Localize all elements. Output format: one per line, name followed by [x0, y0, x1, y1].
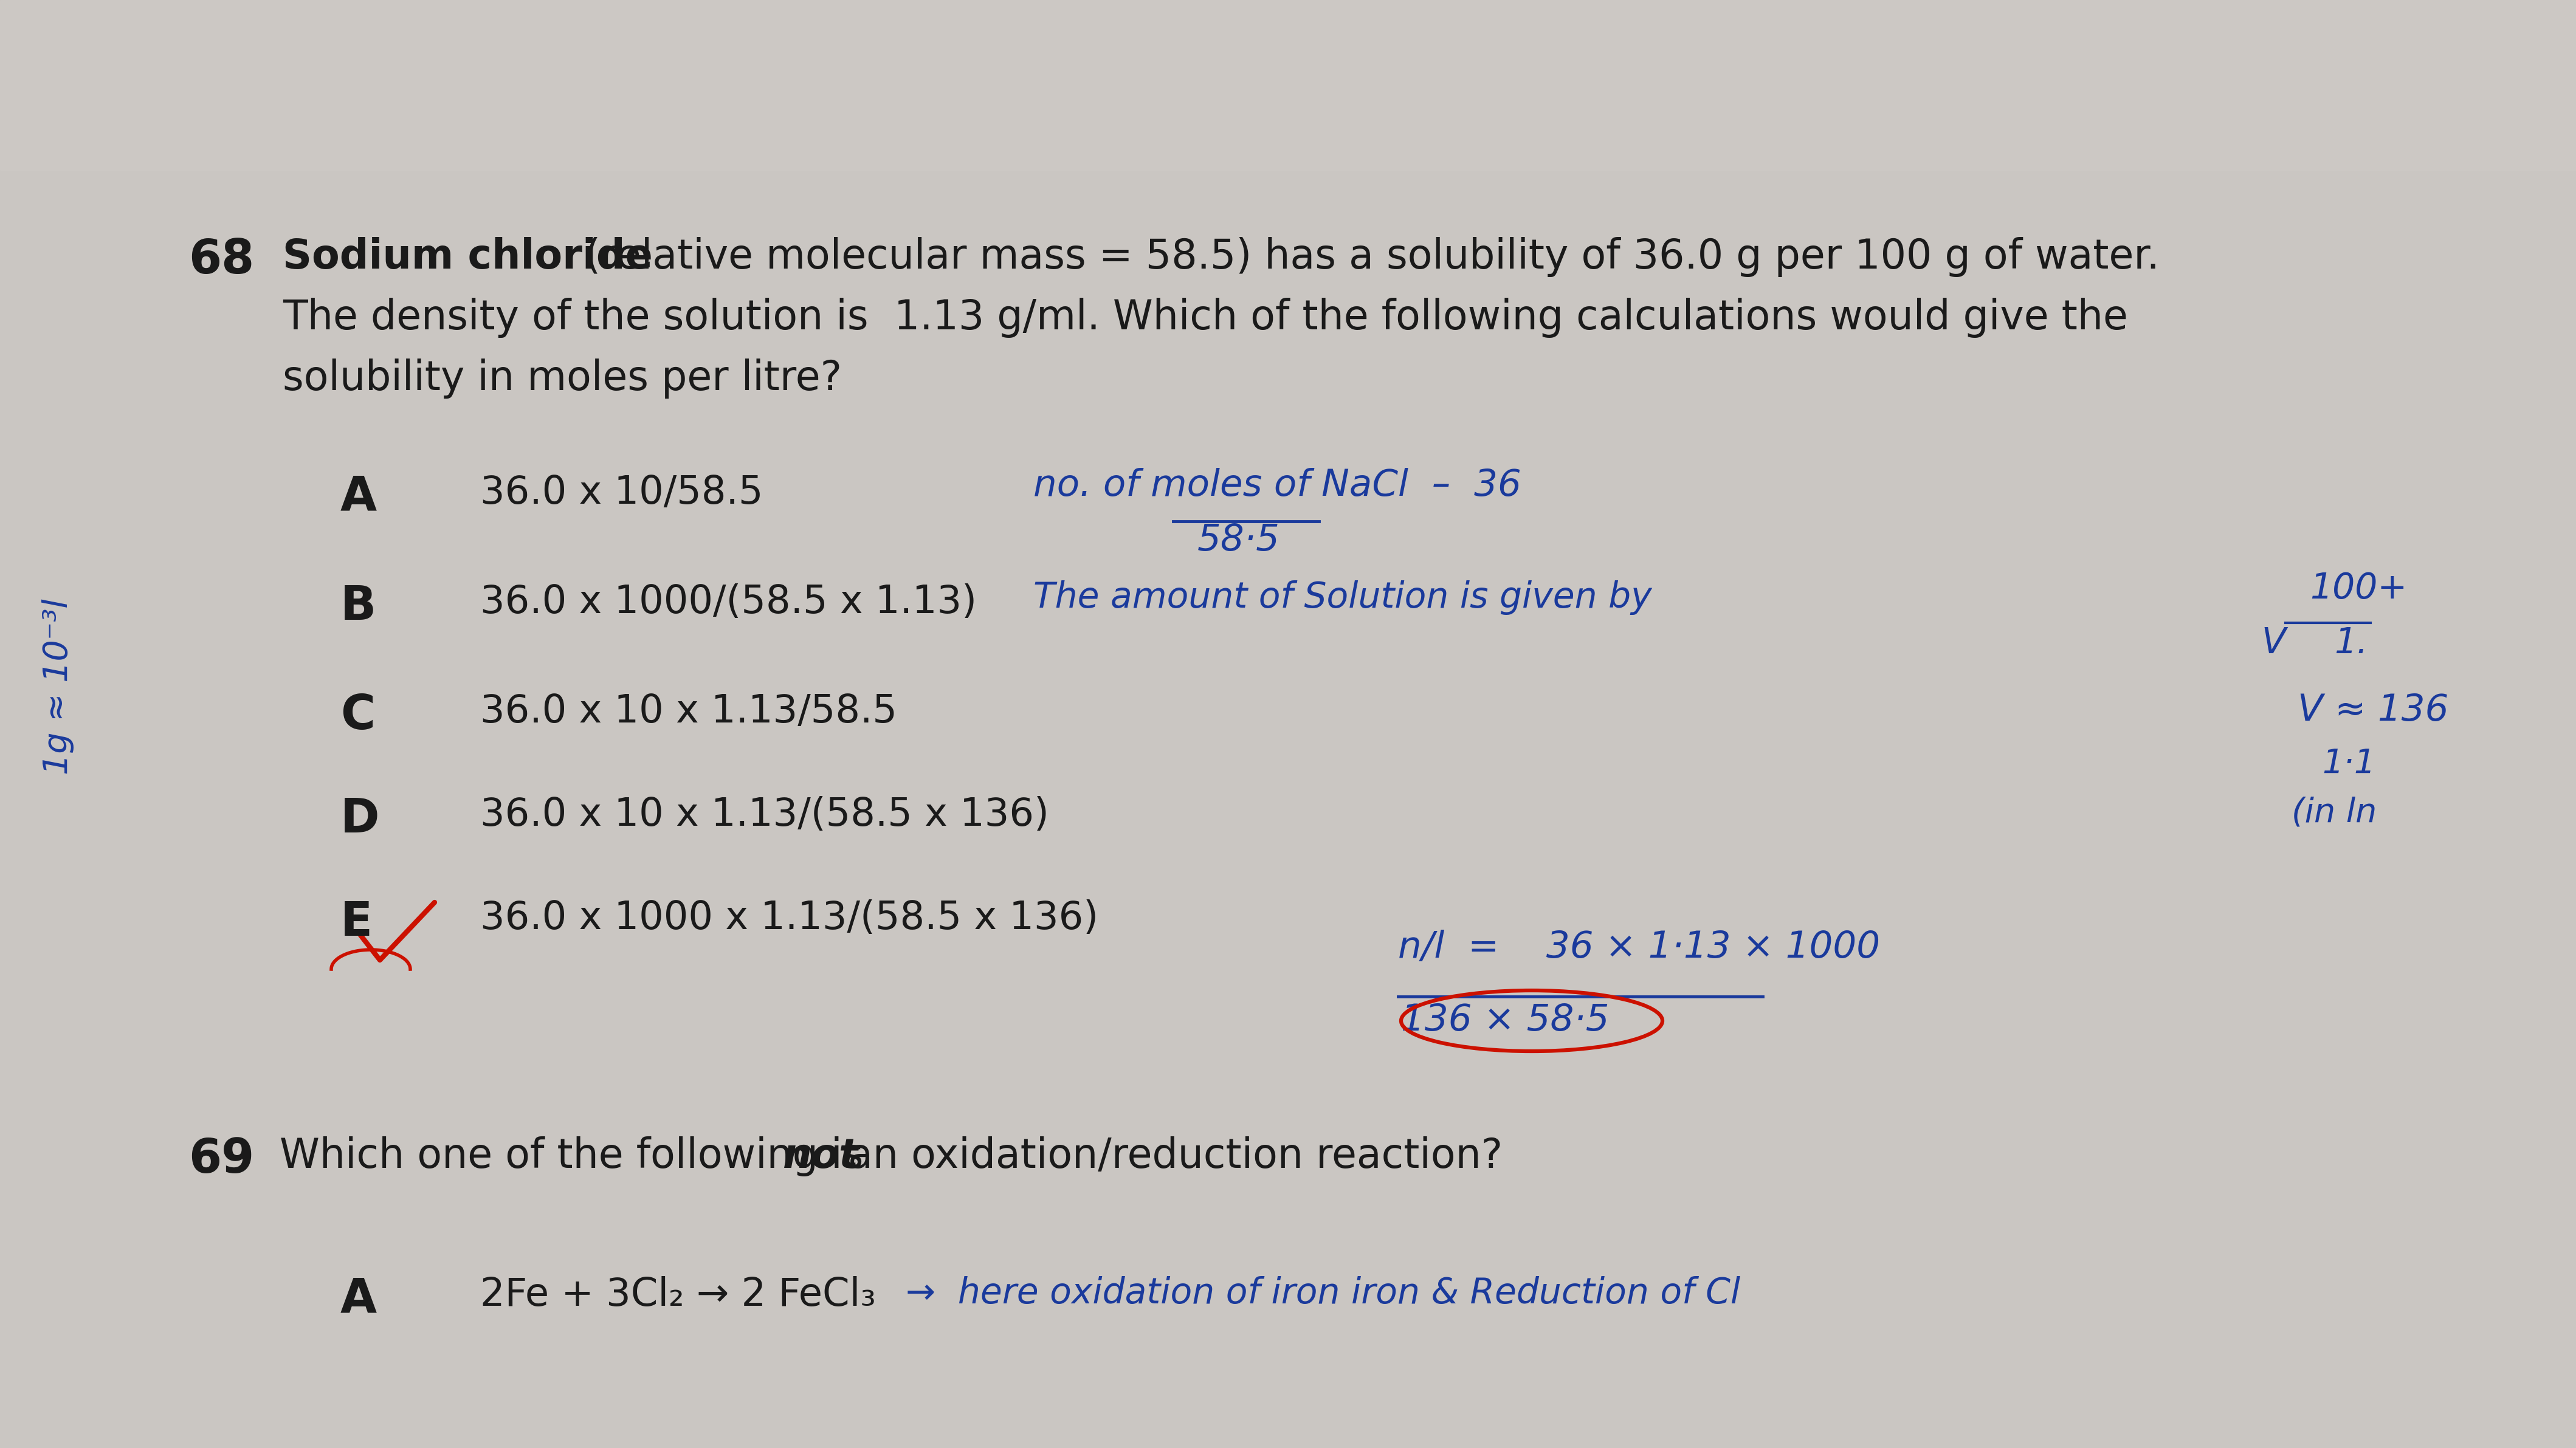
Text: 36.0 x 10/58.5: 36.0 x 10/58.5	[479, 473, 762, 511]
Text: 1g ≈ 10⁻³l: 1g ≈ 10⁻³l	[41, 598, 75, 775]
Text: 36.0 x 1000 x 1.13/(58.5 x 136): 36.0 x 1000 x 1.13/(58.5 x 136)	[479, 899, 1097, 937]
Text: A: A	[340, 1276, 376, 1322]
Text: Which one of the following is: Which one of the following is	[281, 1137, 876, 1176]
Text: The amount of Solution is given by: The amount of Solution is given by	[1033, 581, 1651, 615]
Text: V: V	[2262, 626, 2285, 660]
Text: B: B	[340, 584, 376, 630]
Text: 36.0 x 10 x 1.13/(58.5 x 136): 36.0 x 10 x 1.13/(58.5 x 136)	[479, 796, 1048, 834]
Text: 2Fe + 3Cl₂ → 2 FeCl₃: 2Fe + 3Cl₂ → 2 FeCl₃	[479, 1276, 876, 1313]
Text: 68: 68	[188, 237, 255, 284]
Text: n/l  =    36 × 1·13 × 1000: n/l = 36 × 1·13 × 1000	[1399, 930, 1880, 966]
Text: 58·5: 58·5	[1198, 523, 1280, 559]
Text: V ≈ 136: V ≈ 136	[2298, 692, 2450, 728]
Text: 1·1: 1·1	[2321, 747, 2375, 779]
Text: 1.: 1.	[2334, 626, 2367, 660]
Text: A: A	[340, 473, 376, 520]
Text: 69: 69	[188, 1137, 255, 1183]
Text: C: C	[340, 692, 376, 738]
Text: 36.0 x 10 x 1.13/58.5: 36.0 x 10 x 1.13/58.5	[479, 692, 896, 730]
Text: (in ln: (in ln	[2293, 796, 2378, 828]
Text: 36.0 x 1000/(58.5 x 1.13): 36.0 x 1000/(58.5 x 1.13)	[479, 584, 976, 621]
Text: solubility in moles per litre?: solubility in moles per litre?	[283, 359, 842, 398]
Text: D: D	[340, 796, 379, 843]
Text: →  here oxidation of iron iron & Reduction of Cl: → here oxidation of iron iron & Reductio…	[907, 1276, 1741, 1310]
Bar	[0, 0, 2576, 169]
Text: Sodium chloride: Sodium chloride	[283, 237, 652, 277]
Text: 100+: 100+	[2311, 571, 2406, 605]
Text: (relative molecular mass = 58.5) has a solubility of 36.0 g per 100 g of water.: (relative molecular mass = 58.5) has a s…	[572, 237, 2159, 277]
Text: E: E	[340, 899, 374, 946]
Text: 136 × 58·5: 136 × 58·5	[1401, 1002, 1610, 1038]
Text: not: not	[783, 1137, 858, 1176]
Text: The density of the solution is  1.13 g/ml. Which of the following calculations w: The density of the solution is 1.13 g/ml…	[283, 298, 2128, 337]
Text: no. of moles of NaCl  –  36: no. of moles of NaCl – 36	[1033, 468, 1522, 504]
Text: an oxidation/reduction reaction?: an oxidation/reduction reaction?	[835, 1137, 1502, 1176]
